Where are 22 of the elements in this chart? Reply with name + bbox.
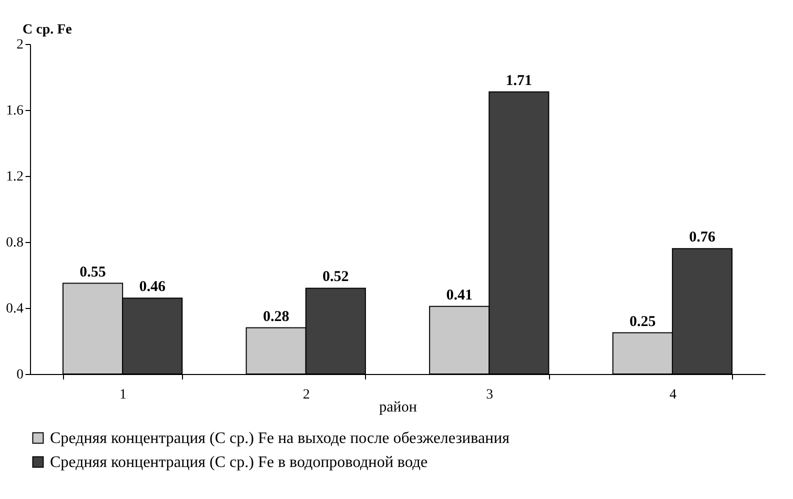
data-label: 0.25	[630, 314, 656, 330]
y-tick-label: 0	[16, 368, 24, 382]
x-tick-label: 3	[486, 388, 494, 402]
data-label: 0.76	[689, 230, 716, 246]
y-tick-label: 1.2	[6, 170, 24, 184]
y-tick-label: 2	[16, 38, 24, 52]
y-axis-title: C ср. Fe	[22, 22, 72, 38]
y-tick-label: 1.6	[6, 104, 24, 118]
x-tick-label: 2	[302, 388, 310, 402]
x-axis-title: район	[379, 400, 417, 416]
data-label: 0.55	[80, 264, 106, 280]
x-tick-label: 1	[120, 388, 127, 402]
data-label: 0.41	[446, 287, 472, 304]
data-label: 0.52	[322, 269, 349, 286]
data-label: 0.28	[262, 308, 290, 325]
y-tick-label: 0.8	[6, 236, 24, 250]
legend-label: Средняя концентрация (С ср.) Fe на выходе после обезжелезивания	[50, 430, 510, 447]
data-label: 0.46	[139, 279, 166, 296]
data-label: 1.71	[506, 72, 532, 89]
y-tick-label: 0.4	[6, 302, 24, 316]
x-tick-label: 4	[669, 388, 676, 402]
legend-label: Средняя концентрация (С ср.) Fe в водопроводной воде	[50, 454, 428, 471]
